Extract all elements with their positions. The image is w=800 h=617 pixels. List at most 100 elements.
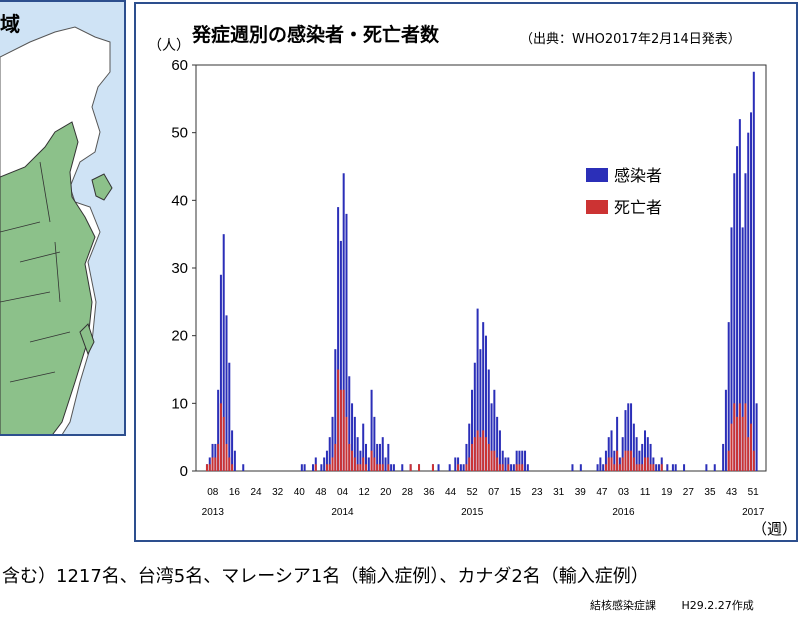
x-tick-label: 24 [250,487,262,498]
death-bar [465,464,468,471]
death-bar [211,457,214,471]
infected-bar [638,450,641,471]
x-tick-label: 04 [337,487,349,498]
infected-bar [353,416,356,471]
infected-bar [755,403,758,471]
infected-bar [233,450,236,471]
infected-bar [747,132,750,471]
infected-bar [521,450,524,471]
death-bar [222,416,225,471]
infected-bar [351,403,354,471]
infected-bar [616,416,619,471]
death-bar [736,416,739,471]
death-bar [208,464,211,471]
legend-swatch [586,168,608,182]
map-title: 域 [0,12,20,36]
x-axis-unit: （週） [752,520,798,538]
year-label: 2016 [612,507,635,518]
death-bar [501,464,504,471]
death-bar [644,457,647,471]
death-bar [231,464,234,471]
infected-bar [713,464,716,471]
infected-bar [487,369,490,471]
death-bar [493,450,496,471]
year-label: 2017 [742,507,765,518]
x-tick-label: 39 [575,487,587,498]
death-bar [496,457,499,471]
death-bar [473,437,476,471]
infected-bar [493,389,496,471]
death-bar [205,464,208,471]
death-bar [342,389,345,471]
death-bar [518,464,521,471]
infected-bar [465,443,468,471]
infected-bar [730,227,733,471]
infected-bar [736,146,739,471]
infected-bar [387,443,390,471]
weekly-cases-chart: 0 10 20 30 40 50 60 08 16 24 32 40 48 04 12 20 28 36 44 52 0… [171,57,767,518]
infected-bar [228,362,231,471]
year-label: 2015 [461,507,484,518]
death-bar [219,403,222,471]
death-bar [610,457,613,471]
infected-bar [401,464,404,471]
chart-title: 発症週別の感染者・死亡者数 [192,24,440,46]
y-tick-label: 10 [171,395,188,412]
death-bar [334,443,337,471]
infected-bar [328,437,331,471]
death-bar [727,450,730,471]
death-bar [381,464,384,471]
x-tick-label: 15 [510,487,522,498]
infected-bar [484,335,487,471]
death-bar [468,457,471,471]
death-bar [741,416,744,471]
infected-bar [476,308,479,471]
death-bar [484,437,487,471]
infected-bar [454,457,457,471]
x-tick-label: 35 [704,487,716,498]
x-tick-label: 32 [272,487,284,498]
infected-bar [496,416,499,471]
infected-bar [657,464,660,471]
death-bar [331,457,334,471]
death-bar [752,450,755,471]
infected-bar [571,464,574,471]
infected-bar [674,464,677,471]
death-bar [498,464,501,471]
credit-line: 結核感染症課 H29.2.27作成 [590,597,776,613]
death-bar [750,423,753,471]
legend-swatch [586,200,608,214]
china-map [0,2,124,434]
death-bar [225,443,228,471]
infected-bar [490,403,493,471]
death-bar [738,403,741,471]
infected-bar [722,443,725,471]
death-bar [353,457,356,471]
death-bar [618,464,621,471]
infected-bar [683,464,686,471]
infected-bar [641,443,644,471]
x-tick-label: 08 [207,487,219,498]
infected-bar [323,457,326,471]
infected-bar [242,464,245,471]
y-tick-label: 0 [180,463,188,480]
infected-bar [348,376,351,471]
infected-bar [392,464,395,471]
chart-source: （出典：WHO2017年2月14日発表） [520,32,741,47]
infected-bar [666,464,669,471]
infected-bar [479,349,482,471]
year-label: 2013 [202,507,225,518]
infected-bar [624,410,627,471]
x-tick-label: 20 [380,487,392,498]
infected-bar [390,464,393,471]
infected-bar [471,389,474,471]
x-tick-label: 23 [531,487,543,498]
death-bar [632,457,635,471]
x-tick-label: 47 [596,487,608,498]
year-label: 2014 [331,507,354,518]
death-bar [638,464,641,471]
x-tick-label: 28 [402,487,414,498]
infected-bar [733,173,736,471]
infected-bar [473,362,476,471]
death-bar [613,464,616,471]
